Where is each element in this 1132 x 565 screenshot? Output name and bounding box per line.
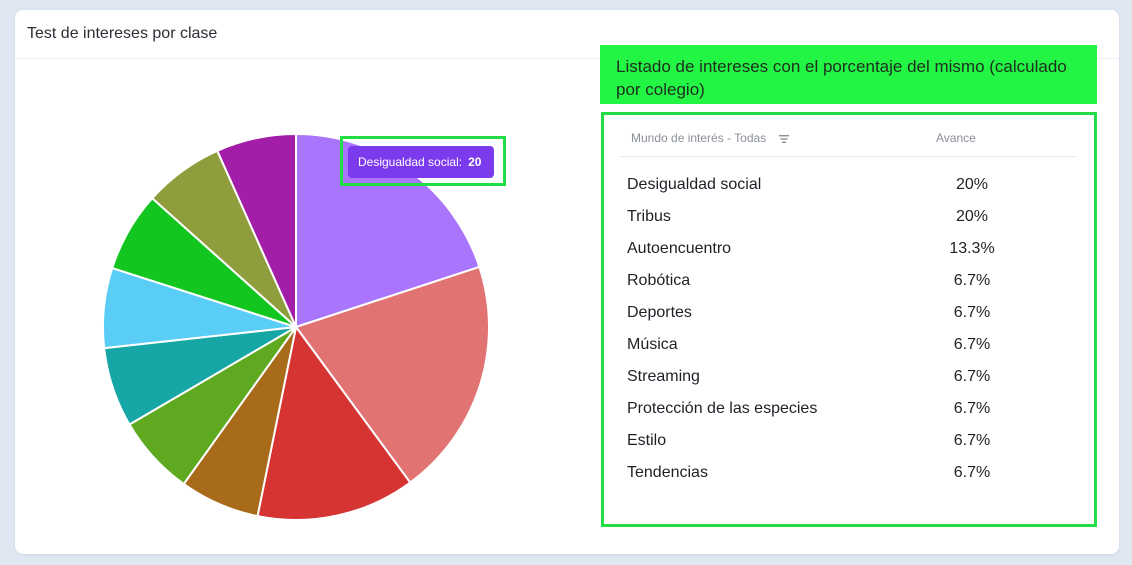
header-divider bbox=[620, 156, 1076, 157]
table-row: Robótica 6.7% bbox=[604, 272, 1094, 304]
row-percentage: 20% bbox=[955, 208, 989, 225]
column-header-interest-label: Mundo de interés - Todas bbox=[631, 131, 767, 145]
row-percentage: 6.7% bbox=[953, 432, 991, 449]
table-row: Tribus 20% bbox=[604, 208, 1094, 240]
pie-tooltip: Desigualdad social: 20 bbox=[348, 146, 494, 178]
row-interest-name: Tribus bbox=[627, 208, 671, 225]
row-interest-name: Tendencias bbox=[627, 464, 708, 481]
row-interest-name: Música bbox=[627, 336, 678, 353]
row-percentage: 13.3% bbox=[949, 240, 995, 257]
pie-slice-1[interactable] bbox=[294, 265, 490, 484]
row-percentage: 6.7% bbox=[953, 464, 991, 481]
tooltip-highlight-frame bbox=[340, 136, 506, 186]
filter-icon[interactable] bbox=[778, 134, 790, 144]
row-percentage: 6.7% bbox=[953, 336, 991, 353]
row-interest-name: Autoencuentro bbox=[627, 240, 732, 257]
row-interest-name: Robótica bbox=[627, 272, 691, 289]
tooltip-label: Desigualdad social: bbox=[358, 155, 463, 169]
table-row: Estilo 6.7% bbox=[604, 432, 1094, 464]
row-percentage: 6.7% bbox=[953, 400, 991, 417]
legend-banner: Listado de intereses con el porcentaje d… bbox=[600, 45, 1097, 104]
row-interest-name: Desigualdad social bbox=[627, 176, 762, 193]
table-row: Música 6.7% bbox=[604, 336, 1094, 368]
row-percentage: 6.7% bbox=[953, 368, 991, 385]
interest-table: Mundo de interés - Todas Avance Desigual… bbox=[601, 112, 1097, 527]
table-row: Autoencuentro 13.3% bbox=[604, 240, 1094, 272]
row-interest-name: Deportes bbox=[627, 304, 692, 321]
row-interest-name: Estilo bbox=[627, 432, 667, 449]
row-interest-name: Protección de las especies bbox=[627, 400, 818, 417]
table-row: Deportes 6.7% bbox=[604, 304, 1094, 336]
tooltip-value: 20 bbox=[468, 155, 482, 169]
table-row: Tendencias 6.7% bbox=[604, 464, 1094, 496]
pie-slice-9[interactable] bbox=[215, 132, 297, 328]
pie-slice-2[interactable] bbox=[256, 324, 412, 521]
table-row: Desigualdad social 20% bbox=[604, 176, 1094, 208]
row-percentage: 6.7% bbox=[953, 304, 991, 321]
row-percentage: 20% bbox=[955, 176, 989, 193]
column-header-avance[interactable]: Avance bbox=[936, 131, 976, 145]
card-title: Test de intereses por clase bbox=[27, 25, 218, 42]
card-divider bbox=[15, 58, 1119, 59]
column-header-interest[interactable]: Mundo de interés - Todas bbox=[631, 131, 790, 145]
table-row: Protección de las especies 6.7% bbox=[604, 400, 1094, 432]
row-percentage: 6.7% bbox=[953, 272, 991, 289]
row-interest-name: Streaming bbox=[627, 368, 700, 385]
table-row: Streaming 6.7% bbox=[604, 368, 1094, 400]
